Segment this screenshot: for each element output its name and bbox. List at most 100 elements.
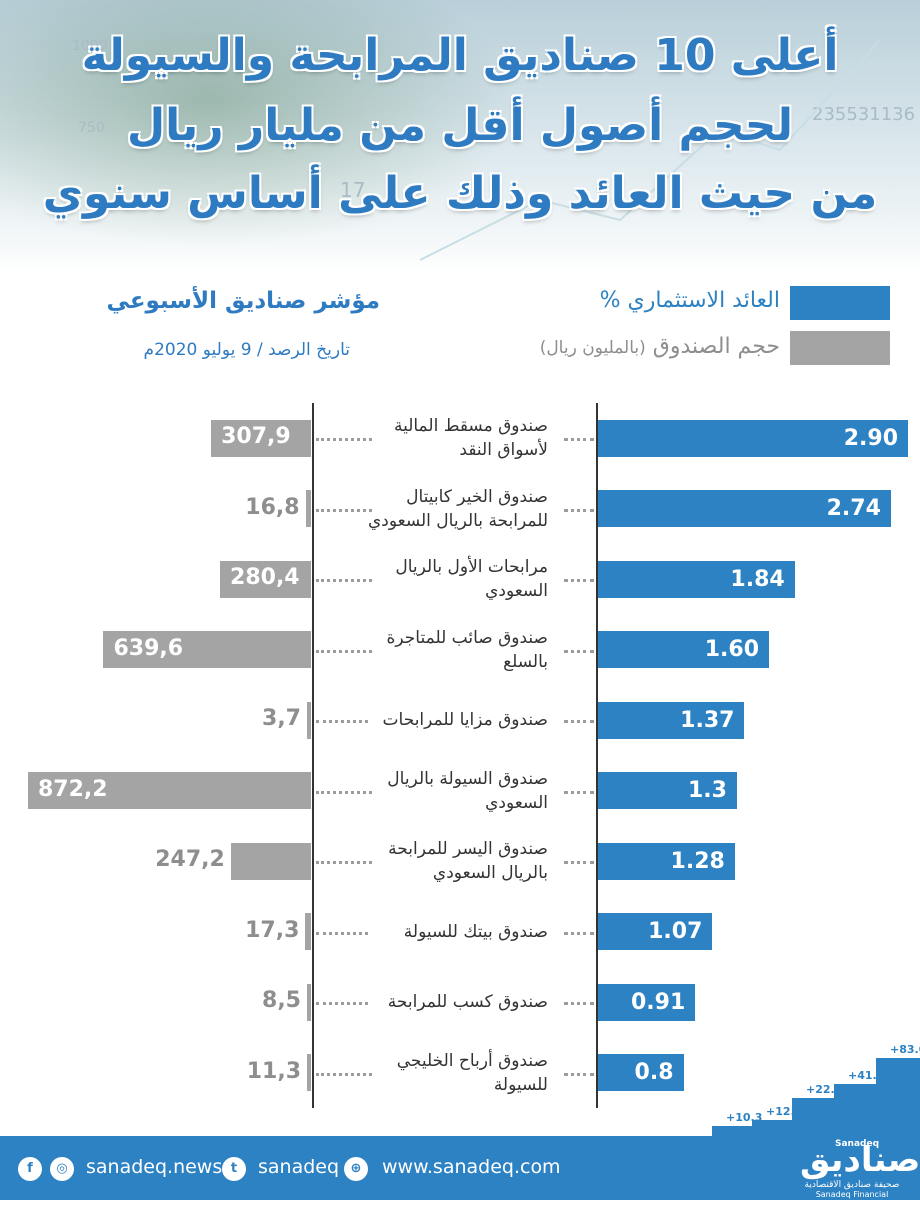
fund-name: صندوق السيولة بالريال السعودي xyxy=(338,767,548,815)
fund-name: صندوق اليسر للمرابحة بالريال السعودي xyxy=(338,837,548,885)
size-bar xyxy=(103,631,311,668)
return-bar: 1.84 xyxy=(598,560,795,598)
return-value-label: 2.90 xyxy=(843,425,898,451)
title-line-1: أعلى 10 صناديق المرابحة والسيولة xyxy=(81,30,839,81)
footer-bar: f ◎ sanadeq.news t sanadeq ⊕ www.sanadeq… xyxy=(0,1136,920,1208)
return-bar: 2.74 xyxy=(598,490,891,527)
leader-dots-left xyxy=(316,579,372,582)
fund-name: صندوق مسقط المالية لأسواق النقد xyxy=(338,414,548,462)
growth-step-label: +83.0 xyxy=(890,1043,920,1056)
social-handle-news[interactable]: sanadeq.news xyxy=(86,1156,223,1178)
leader-dots-right xyxy=(564,438,594,441)
website-link[interactable]: www.sanadeq.com xyxy=(382,1156,561,1178)
bg-number: 750 xyxy=(78,120,105,136)
leader-dots-right xyxy=(564,649,594,653)
return-axis-line xyxy=(596,403,598,1108)
leader-dots-right xyxy=(564,1072,594,1076)
fund-name: صندوق مزايا للمرابحات xyxy=(338,708,548,732)
size-bar xyxy=(307,983,311,1021)
fund-name-line: صندوق الخير كابيتال xyxy=(406,486,548,507)
return-value-label: 0.91 xyxy=(630,989,686,1015)
date-line: تاريخ الرصد / 9 يوليو 2020م xyxy=(143,340,350,360)
leader-dots-left xyxy=(316,861,372,864)
title-line-2: لحجم أصول أقل من مليار ريال xyxy=(127,100,793,151)
flag-background xyxy=(0,0,520,250)
growth-step-label: +22.6 xyxy=(806,1083,843,1096)
legend-return-label: العائد الاستثماري % xyxy=(599,288,780,313)
facebook-icon[interactable]: f xyxy=(18,1157,42,1181)
fund-name-line: صندوق بيتك للسيولة xyxy=(403,921,548,942)
leader-dots-right xyxy=(564,861,594,864)
size-value-label: 639,6 xyxy=(113,635,184,661)
fund-name-line: صندوق مزايا للمرابحات xyxy=(382,710,548,730)
size-value-label: 8,5 xyxy=(262,988,301,1013)
size-bar xyxy=(307,701,311,739)
social-handle-twitter[interactable]: sanadeq xyxy=(258,1156,340,1178)
return-value-label: 1.28 xyxy=(670,848,725,874)
leader-dots-left xyxy=(316,438,372,441)
legend-swatch-return xyxy=(790,286,890,320)
legend-size-label: حجم الصندوق (بالمليون ريال) xyxy=(540,334,780,359)
size-value-label: 247,2 xyxy=(155,847,225,872)
leader-dots-left xyxy=(316,720,368,723)
fund-name-line: صندوق اليسر للمرابحة xyxy=(388,839,548,859)
leader-dots-left xyxy=(316,649,372,653)
leader-dots-left xyxy=(316,1072,372,1076)
size-value-label: 872,2 xyxy=(38,776,108,802)
fund-name-line: السعودي xyxy=(485,792,548,813)
logo-arabic: صناديق xyxy=(800,1140,920,1180)
return-value-label: 1.84 xyxy=(730,566,785,592)
leader-dots-left xyxy=(316,508,372,512)
fund-name-line: السعودي xyxy=(485,581,548,601)
header-banner: 1000 750 235531136 17 xyxy=(0,0,920,275)
fund-name-line: صندوق السيولة بالريال xyxy=(387,768,548,789)
leader-dots-right xyxy=(564,508,594,512)
fund-name-line: صندوق صائب للمتاجرة xyxy=(386,627,548,648)
fund-name: صندوق صائب للمتاجرة بالسلع xyxy=(338,626,548,674)
growth-step-label: +41.9 xyxy=(848,1069,885,1082)
legend-swatch-size xyxy=(790,331,890,365)
growth-step xyxy=(752,1120,796,1136)
logo-en-top: Sanadeq xyxy=(834,1139,880,1149)
leader-dots-left xyxy=(316,1002,368,1005)
growth-step xyxy=(834,1084,878,1136)
size-bar xyxy=(230,842,311,880)
twitter-icon[interactable]: t xyxy=(222,1157,246,1181)
size-value-label: 11,3 xyxy=(246,1058,301,1084)
fund-name-line: صندوق كسب للمرابحة xyxy=(387,992,548,1012)
return-bar: 2.90 xyxy=(598,419,908,457)
return-bar: 0.91 xyxy=(598,983,696,1021)
bg-number: 235531136 xyxy=(812,104,916,125)
fund-name-line: صندوق مسقط المالية xyxy=(393,416,548,436)
return-bar: 1.07 xyxy=(598,913,713,950)
leader-dots-right xyxy=(564,790,594,794)
return-bar: 1.37 xyxy=(598,701,745,739)
size-axis-line xyxy=(312,403,314,1108)
fund-name-line: صندوق أرباح الخليجي xyxy=(396,1050,548,1071)
bg-number: 1000 xyxy=(72,38,108,54)
return-value-label: 1.07 xyxy=(648,919,703,944)
size-value-label: 3,7 xyxy=(262,706,301,731)
fund-name-line: لأسواق النقد xyxy=(459,440,548,460)
fund-name: صندوق أرباح الخليجي للسيولة xyxy=(338,1049,548,1097)
size-bar xyxy=(305,913,311,950)
fund-name-line: للسيولة xyxy=(493,1074,548,1095)
fund-name-line: بالسلع xyxy=(503,651,548,672)
size-value-label: 16,8 xyxy=(245,494,300,520)
growth-step xyxy=(876,1058,920,1136)
size-bar xyxy=(305,490,311,527)
return-bar: 0.8 xyxy=(598,1054,684,1091)
return-bar: 1.28 xyxy=(598,842,735,880)
size-bar xyxy=(307,1054,311,1091)
leader-dots-right xyxy=(564,931,594,935)
globe-icon[interactable]: ⊕ xyxy=(344,1157,368,1181)
size-value-label: 307,9 xyxy=(221,424,291,449)
fund-name-line: بالريال السعودي xyxy=(432,863,548,883)
instagram-icon[interactable]: ◎ xyxy=(50,1157,74,1181)
growth-step xyxy=(792,1098,836,1136)
leader-dots-left xyxy=(316,790,372,794)
return-value-label: 2.74 xyxy=(826,496,881,521)
legend-size-unit: (بالمليون ريال) xyxy=(539,338,646,358)
fund-name-line: للمرابحة بالريال السعودي xyxy=(367,510,548,531)
return-bar: 1.3 xyxy=(598,772,737,809)
